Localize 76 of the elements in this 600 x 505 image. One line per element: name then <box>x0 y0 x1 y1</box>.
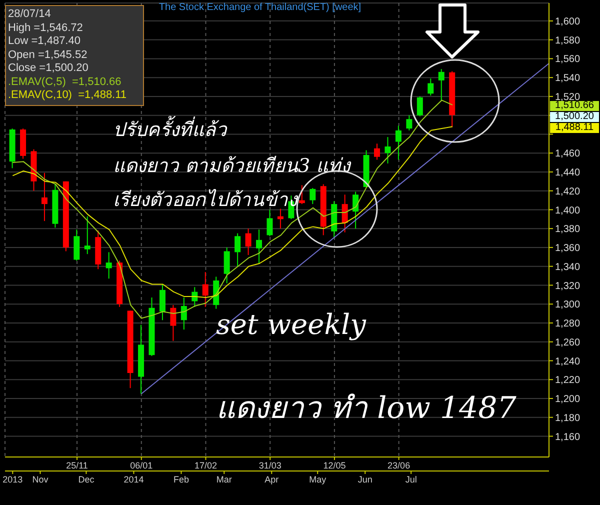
annotation: Low =1,487.40 <box>8 35 82 48</box>
text: 1,510.66 <box>550 100 599 111</box>
x-tick-label: 23/06 <box>388 460 410 470</box>
x2-tick-label: Nov <box>32 474 49 484</box>
candlestick <box>352 191 359 230</box>
annotation: =1,510.66 <box>72 76 122 88</box>
annotation: Open =1,545.52 <box>8 48 88 62</box>
x2-tick-label: Apr <box>264 474 279 484</box>
y-tick-label: 1,380 <box>555 224 580 236</box>
y-tick-label: 1,320 <box>555 280 580 292</box>
candlestick <box>256 229 262 264</box>
candlestick <box>106 252 112 280</box>
x-tick-label: 12/05 <box>323 460 346 470</box>
candlestick <box>41 172 48 222</box>
x2-tick-label: 2013 <box>2 474 23 484</box>
y-tick-label: 1,540 <box>555 73 580 84</box>
candlestick <box>395 125 402 160</box>
x-tick-label: 31/03 <box>258 460 282 470</box>
candlestick <box>84 216 90 255</box>
annotation: ปรับครั้งที่แล้ว <box>113 114 227 143</box>
candlestick <box>180 296 187 330</box>
candlestick <box>438 68 444 101</box>
y-tick-label: 1,180 <box>555 412 580 424</box>
y-tick-label: 1,200 <box>555 394 580 406</box>
candlestick <box>342 194 348 233</box>
candlestick <box>202 272 208 308</box>
text: 1,500.20 <box>550 111 599 122</box>
y-tick-label: 1,360 <box>555 243 580 254</box>
y-tick-label: 1,580 <box>555 35 580 46</box>
annotation: แดงยาว ทำ low 1487 <box>216 390 516 428</box>
text: .EMAV(C,5) <box>8 76 66 88</box>
candlestick <box>428 78 434 96</box>
annotation: Close =1,500.20 <box>8 62 90 76</box>
x2-tick-label: 2014 <box>124 474 144 484</box>
y-tick-label: 1,260 <box>555 337 580 348</box>
y-tick-label: 1,460 <box>555 148 580 160</box>
x-tick-label: 25/11 <box>66 460 88 470</box>
x-tick-label: 06/01 <box>130 460 153 470</box>
annotation: =1,488.11 <box>78 89 127 101</box>
candlestick <box>224 246 230 284</box>
y-tick-label: 1,220 <box>555 375 580 386</box>
x2-tick-label: May <box>309 474 327 484</box>
x2-tick-label: Feb <box>173 474 189 484</box>
candlestick <box>245 228 252 256</box>
annotation: High =1,546.72 <box>8 22 84 35</box>
candlestick <box>234 232 241 267</box>
x2-tick-label: Jul <box>405 474 417 484</box>
candlestick <box>384 136 391 164</box>
y-tick-label: 1,340 <box>555 262 580 273</box>
y-tick-label: 1,600 <box>555 16 580 28</box>
candlestick <box>266 209 273 237</box>
candlestick <box>310 188 316 205</box>
candlestick <box>406 114 412 131</box>
chart-title: The Stock Exchange of Thailand(SET) [week] <box>158 2 362 13</box>
candlestick <box>74 229 80 262</box>
candlestick <box>374 143 380 160</box>
x2-tick-label: Jun <box>358 474 372 484</box>
text: 1,488.11 <box>550 122 599 133</box>
annotation: แดงยาว ตามด้วยเทียน3 แท่ง <box>113 154 350 179</box>
y-tick-label: 1,160 <box>555 432 580 443</box>
candlestick <box>170 304 176 342</box>
candlestick <box>159 284 166 321</box>
y-tick-label: 1,560 <box>555 54 580 66</box>
annotation: 28/07/14 <box>8 8 52 22</box>
x2-tick-label: Mar <box>216 474 232 484</box>
y-tick-label: 1,400 <box>555 205 580 216</box>
candlestick <box>192 286 198 308</box>
y-tick-label: 1,280 <box>555 318 580 330</box>
y-tick-label: 1,420 <box>555 186 580 198</box>
y-tick-label: 1,240 <box>555 356 580 368</box>
x2-tick-label: Dec <box>78 474 95 484</box>
y-tick-label: 1,440 <box>555 168 580 178</box>
text: .EMAV(C,10) <box>8 89 72 101</box>
y-tick-label: 1,300 <box>555 300 580 311</box>
candlestick <box>416 96 423 117</box>
x-tick-label: 17/02 <box>194 460 218 470</box>
